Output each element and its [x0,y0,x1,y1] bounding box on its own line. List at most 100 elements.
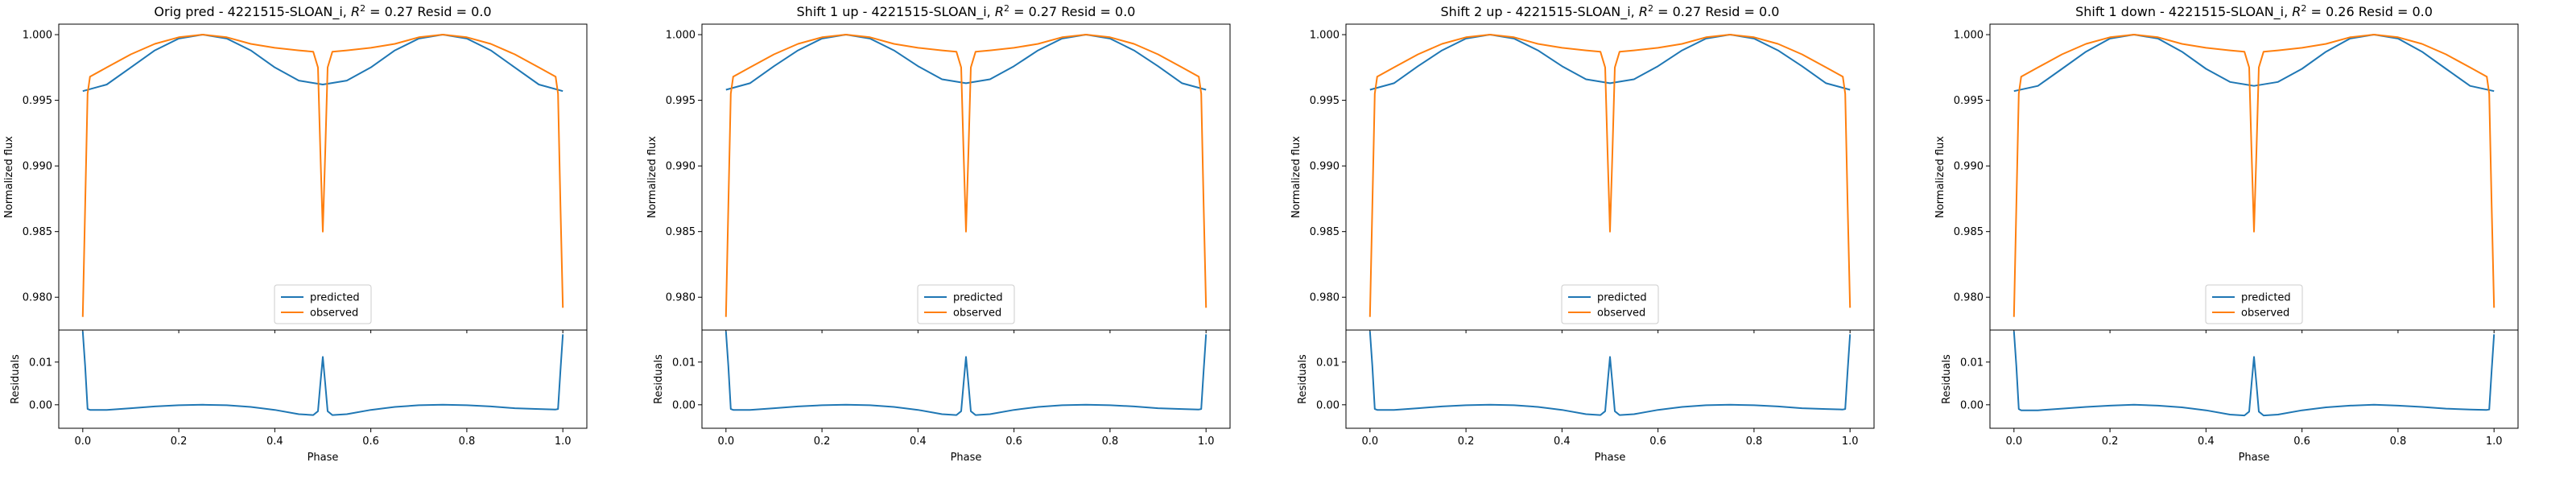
flux-y-tick-label: 1.000 [1310,30,1340,42]
legend-label-predicted: predicted [1597,292,1647,304]
residual-axes: 0.00 0.01 0.0 0.2 0.4 0.6 0.8 1.0 Phase Residuals [1941,329,2519,464]
residual-y-tick-label: 0.00 [1316,399,1340,411]
flux-legend-box [1561,284,1659,324]
residual-y-axis-label: Residuals [10,354,22,404]
chart-title-prefix: Shift 2 up - 4221515-SLOAN_i, [1441,4,1639,20]
chart-title-r2-exponent: 2 [360,3,365,14]
flux-y-axis-label: Normalized flux [1934,136,1946,218]
flux-series-observed [724,34,1208,317]
flux-y-tick-label: 0.990 [1310,161,1340,173]
residual-y-tick-label: 0.01 [1316,357,1340,369]
residual-y-tick-label: 0.01 [1960,357,1984,369]
legend-label-observed: observed [310,308,358,320]
residual-x-tick-label: 0.6 [2293,436,2310,448]
chart-title-rest: = 0.27 Resid = 0.0 [1009,4,1136,19]
chart-title-r2-symbol: R [1639,4,1648,19]
residual-x-tick-label: 0.4 [1554,436,1571,448]
residual-y-tick-label: 0.00 [29,399,52,411]
flux-y-tick-label: 0.980 [1954,292,1984,304]
flux-axes: 0.980 0.985 0.990 0.995 1.000 Normalized flux… [1934,23,2519,333]
x-axis-label: Phase [308,452,339,464]
residual-x-tick-label: 0.2 [1458,436,1475,448]
x-axis-label: Phase [1595,452,1626,464]
chart-title: Shift 1 up - 4221515-SLOAN_i, R2 = 0.27 … [797,3,1136,21]
flux-y-tick-label: 0.990 [666,161,696,173]
flux-y-tick-label: 1.000 [1954,30,1984,42]
flux-legend-box [917,284,1015,324]
flux-y-tick-label: 0.980 [1310,292,1340,304]
residual-x-tick-label: 0.6 [1005,436,1022,448]
flux-y-tick-label: 0.995 [23,95,52,107]
flux-y-axis-label: Normalized flux [3,136,15,218]
residual-x-tick-label: 0.2 [2102,436,2119,448]
residual-x-tick-label: 0.4 [266,436,283,448]
flux-y-tick-label: 0.990 [1954,161,1984,173]
chart-title: Shift 2 up - 4221515-SLOAN_i, R2 = 0.27 … [1441,3,1780,21]
residual-x-tick-label: 0.4 [910,436,927,448]
residual-x-tick-label: 0.8 [1102,436,1119,448]
residual-axes-frame [58,329,588,429]
flux-y-tick-label: 0.980 [666,292,696,304]
residual-x-tick-label: 0.0 [1361,436,1378,448]
chart-title-r2-symbol: R [2292,4,2301,19]
residual-axes-frame [701,329,1231,429]
flux-series-observed [2013,34,2496,317]
residual-axes-frame [1345,329,1875,429]
chart-title-r2-exponent: 2 [2301,3,2306,14]
residual-y-axis-label: Residuals [653,354,665,404]
flux-y-tick-label: 0.995 [1310,95,1340,107]
residual-series-residual [1368,331,1852,416]
chart-title: Shift 1 down - 4221515-SLOAN_i, R2 = 0.2… [2075,3,2433,21]
legend-label-observed: observed [953,308,1001,320]
residual-series-residual [724,331,1208,416]
flux-legend-box [2205,284,2303,324]
residual-x-tick-label: 0.6 [1649,436,1666,448]
flux-series-predicted [82,34,564,93]
chart-title-r2-exponent: 2 [1004,3,1009,14]
chart-title-r2-symbol: R [995,4,1004,19]
residual-series-residual [2013,331,2496,417]
residual-x-tick-label: 0.8 [1746,436,1763,448]
chart-panel-3: Shift 2 up - 4221515-SLOAN_i, R2 = 0.27 … [1290,3,1875,464]
residual-y-tick-label: 0.00 [672,399,696,411]
chart-title-r2-symbol: R [351,4,360,19]
chart-panel-2: Shift 1 up - 4221515-SLOAN_i, R2 = 0.27 … [646,3,1231,464]
flux-y-tick-label: 1.000 [666,30,696,42]
residual-axes-frame [1989,329,2519,429]
flux-y-axis-label: Normalized flux [646,136,658,218]
flux-y-tick-label: 0.995 [666,95,696,107]
flux-series-observed [81,34,564,317]
residual-y-tick-label: 0.01 [672,357,696,369]
residual-axes: 0.00 0.01 0.0 0.2 0.4 0.6 0.8 1.0 Phase Residuals [1297,329,1875,464]
residual-x-tick-label: 0.2 [171,436,188,448]
residual-x-tick-label: 0.8 [2390,436,2407,448]
residual-axes: 0.00 0.01 0.0 0.2 0.4 0.6 0.8 1.0 Phase Residuals [653,329,1231,464]
flux-axes-frame [58,23,588,331]
chart-title-rest: = 0.27 Resid = 0.0 [365,4,492,19]
flux-legend: predicted observed [1561,284,1659,324]
residual-x-tick-label: 0.0 [74,436,91,448]
flux-y-tick-label: 0.985 [1954,226,1984,238]
flux-legend-box [274,284,372,324]
flux-y-tick-label: 0.980 [23,292,52,304]
legend-label-observed: observed [2241,308,2289,320]
x-axis-label: Phase [951,452,982,464]
flux-y-axis-label: Normalized flux [1290,136,1302,218]
residual-x-tick-label: 1.0 [1198,436,1215,448]
flux-y-tick-label: 0.985 [1310,226,1340,238]
flux-y-tick-label: 1.000 [23,30,52,42]
residual-y-tick-label: 0.01 [29,357,52,369]
chart-title-prefix: Orig pred - 4221515-SLOAN_i, [154,4,351,20]
flux-axes: 0.980 0.985 0.990 0.995 1.000 Normalized flux… [1290,23,1875,333]
chart-title-rest: = 0.26 Resid = 0.0 [2306,4,2433,19]
chart-panel-1: Orig pred - 4221515-SLOAN_i, R2 = 0.27 R… [3,3,588,464]
flux-series-predicted [1369,34,1851,91]
residual-x-tick-label: 0.0 [2005,436,2022,448]
residual-axes: 0.00 0.01 0.0 0.2 0.4 0.6 0.8 1.0 Phase Residuals [10,329,588,464]
residual-x-tick-label: 1.0 [2486,436,2503,448]
flux-y-tick-label: 0.985 [23,226,52,238]
flux-axes-frame [1345,23,1875,331]
chart-title: Orig pred - 4221515-SLOAN_i, R2 = 0.27 R… [154,3,491,21]
flux-y-tick-label: 0.995 [1954,95,1984,107]
